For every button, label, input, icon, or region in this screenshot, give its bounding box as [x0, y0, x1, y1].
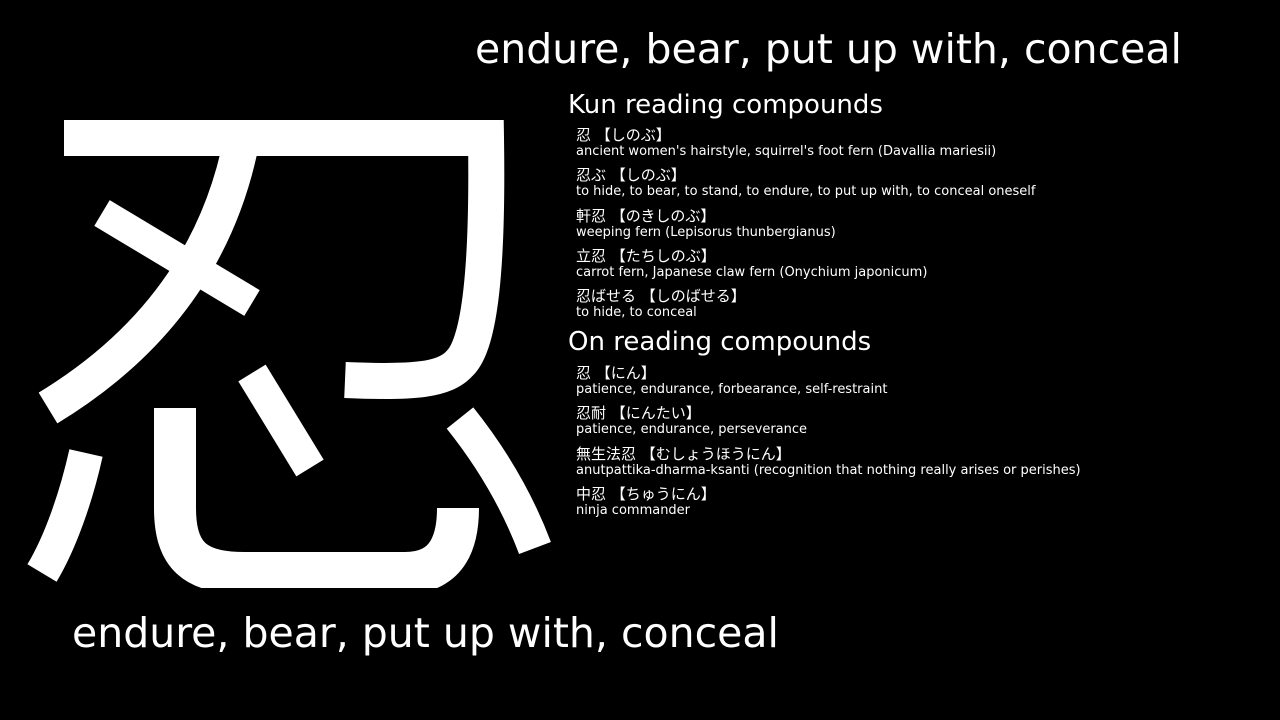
compound-meaning: ninja commander [576, 502, 691, 518]
compound-meaning: patience, endurance, perseverance [576, 422, 808, 438]
on-compound-list: 忍 【にん】 patience, endurance, forbearance,… [576, 364, 1081, 525]
compound-term: 無生法忍 【むしょうほうにん】 [576, 444, 791, 463]
compound-term: 中忍 【ちゅうにん】 [576, 484, 716, 503]
list-item: 軒忍 【のきしのぶ】 weeping fern (Lepisorus thunb… [576, 207, 1035, 247]
compound-term: 忍耐 【にんたい】 [576, 404, 701, 423]
compound-term: 忍 【にん】 [576, 364, 656, 382]
compound-term: 軒忍 【のきしのぶ】 [576, 206, 716, 225]
kun-compound-list: 忍 【しのぶ】 ancient women's hairstyle, squir… [576, 126, 1035, 327]
compound-term: 忍ばせる 【しのばせる】 [576, 287, 746, 306]
compound-meaning: carrot fern, Japanese claw fern (Onychiu… [576, 264, 928, 280]
list-item: 忍ばせる 【しのばせる】 to hide, to conceal [576, 287, 1035, 327]
compound-meaning: to hide, to bear, to stand, to endure, t… [576, 184, 1036, 200]
compound-meaning: to hide, to conceal [576, 305, 697, 321]
list-item: 無生法忍 【むしょうほうにん】 anutpattika-dharma-ksant… [576, 445, 1081, 485]
list-item: 立忍 【たちしのぶ】 carrot fern, Japanese claw fe… [576, 247, 1035, 287]
list-item: 忍耐 【にんたい】 patience, endurance, persevera… [576, 404, 1081, 444]
list-item: 忍 【しのぶ】 ancient women's hairstyle, squir… [576, 126, 1035, 166]
on-reading-heading: On reading compounds [568, 327, 872, 357]
compound-meaning: patience, endurance, forbearance, self-r… [576, 382, 888, 397]
meaning-heading-top: endure, bear, put up with, conceal [475, 25, 1182, 73]
kanji-glyph [27, 120, 551, 588]
compound-term: 立忍 【たちしのぶ】 [576, 246, 716, 265]
list-item: 中忍 【ちゅうにん】 ninja commander [576, 485, 1081, 525]
list-item: 忍 【にん】 patience, endurance, forbearance,… [576, 364, 1081, 404]
compound-meaning: anutpattika-dharma-ksanti (recognition t… [576, 462, 1081, 478]
compound-term: 忍ぶ 【しのぶ】 [576, 166, 686, 185]
meaning-heading-bottom: endure, bear, put up with, conceal [72, 609, 779, 657]
kun-reading-heading: Kun reading compounds [568, 90, 883, 120]
compound-meaning: weeping fern (Lepisorus thunbergianus) [576, 224, 836, 240]
compound-term: 忍 【しのぶ】 [576, 126, 671, 144]
compound-meaning: ancient women's hairstyle, squirrel's fo… [576, 144, 997, 159]
list-item: 忍ぶ 【しのぶ】 to hide, to bear, to stand, to … [576, 166, 1035, 206]
